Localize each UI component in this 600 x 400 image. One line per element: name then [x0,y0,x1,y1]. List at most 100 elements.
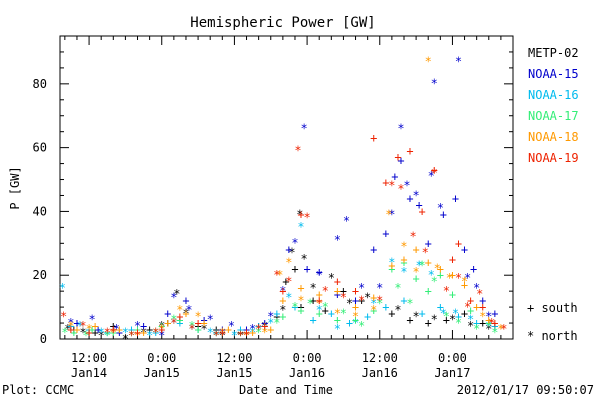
point-north-metp-02: * [79,325,86,339]
point-north-noaa-18: * [243,329,250,343]
point-north-noaa-19: * [397,182,404,196]
point-north-noaa-19: * [237,329,244,343]
point-south-noaa-15: + [452,192,459,206]
point-north-metp-02: * [364,290,371,304]
point-north-noaa-16: * [352,316,359,330]
point-north-noaa-18: * [194,309,201,323]
point-north-metp-02: * [98,329,105,343]
point-north-noaa-19: * [285,274,292,288]
point-north-noaa-15: * [170,290,177,304]
point-north-noaa-16: * [485,319,492,333]
point-north-noaa-15: * [437,201,444,215]
point-south-noaa-15: + [261,316,268,330]
point-south-metp-02: + [322,303,329,317]
point-north-noaa-16: * [122,325,129,339]
point-south-metp-02: + [70,322,77,336]
point-south-noaa-19: + [491,316,498,330]
point-north-noaa-19: * [388,179,395,193]
point-north-noaa-15: * [228,319,235,333]
point-south-noaa-16: + [400,294,407,308]
point-south-noaa-17: + [425,284,432,298]
point-south-noaa-17: + [316,306,323,320]
x-tick-label-time: 0:00 [438,351,467,365]
point-south-noaa-17: + [400,255,407,269]
point-north-noaa-15: * [473,281,480,295]
point-south-noaa-18: + [182,306,189,320]
point-south-noaa-15: + [334,287,341,301]
point-south-noaa-17: + [261,319,268,333]
point-north-noaa-19: * [455,271,462,285]
point-south-noaa-16: + [213,326,220,340]
legend-item-noaa-16: NOAA-16 [528,88,579,102]
point-south-noaa-19: + [243,326,250,340]
legend: METP-02 NOAA-15 NOAA-16 NOAA-17 NOAA-18 NOAA-… [528,46,579,165]
point-south-noaa-15: + [440,208,447,222]
point-south-noaa-16: + [237,322,244,336]
x-axis: 12:00Jan140:00Jan1512:00Jan150:00Jan1612… [64,36,514,380]
point-north-metp-02: * [122,332,129,346]
point-south-noaa-17: + [352,313,359,327]
point-south-noaa-18: + [425,255,432,269]
marker-legend: + south * north [527,301,578,343]
point-north-noaa-18: * [134,329,141,343]
point-south-metp-02: + [134,326,141,340]
point-south-noaa-16: + [455,310,462,324]
point-south-noaa-18: + [225,322,232,336]
legend-item-noaa-15: NOAA-15 [528,67,579,81]
point-south-noaa-18: + [388,259,395,273]
point-north-metp-02: * [261,319,268,333]
point-south-metp-02: + [282,275,289,289]
point-south-noaa-16: + [194,322,201,336]
y-axis: 0 20 40 60 80 [33,35,513,346]
point-north-noaa-19: * [79,319,86,333]
point-north-metp-02: * [279,303,286,317]
point-north-noaa-16: * [207,325,214,339]
plot-credit: Plot: CCMC [2,383,74,397]
point-south-noaa-17: + [158,319,165,333]
marker-legend-south: + south [527,301,578,315]
point-south-noaa-15: + [352,294,359,308]
point-north-noaa-18: * [385,207,392,221]
point-south-noaa-16: + [291,300,298,314]
point-south-noaa-19: + [352,284,359,298]
point-north-noaa-19: * [422,246,429,260]
point-south-noaa-16: + [310,313,317,327]
x-tick-label-date: Jan15 [144,366,180,380]
point-north-noaa-16: * [231,329,238,343]
point-north-noaa-16: * [334,322,341,336]
point-north-noaa-17: * [431,274,438,288]
point-south-noaa-17: + [134,322,141,336]
point-south-noaa-18: + [164,316,171,330]
point-north-noaa-17: * [152,325,159,339]
marker-legend-north: * north [527,329,578,343]
point-north-noaa-15: * [388,207,395,221]
point-south-noaa-17: + [467,303,474,317]
point-north-noaa-17: * [419,258,426,272]
point-north-metp-02: * [412,309,419,323]
point-north-noaa-15: * [455,54,462,68]
point-north-noaa-17: * [273,316,280,330]
point-south-metp-02: + [388,306,395,320]
point-south-noaa-15: + [491,306,498,320]
point-south-noaa-15: + [219,322,226,336]
point-north-noaa-17: * [358,319,365,333]
point-north-metp-02: * [431,313,438,327]
point-north-noaa-19: * [60,309,67,323]
point-south-noaa-19: + [316,294,323,308]
point-south-metp-02: + [461,306,468,320]
point-north-noaa-16: * [297,220,304,234]
point-north-noaa-17: * [340,306,347,320]
point-south-noaa-19: + [110,322,117,336]
legend-item-noaa-18: NOAA-18 [528,130,579,144]
point-north-noaa-19: * [376,294,383,308]
point-north-noaa-16: * [440,306,447,320]
point-north-noaa-15: * [267,309,274,323]
point-south-noaa-15: + [461,243,468,257]
plot-frame [59,35,514,340]
point-north-noaa-18: * [479,309,486,323]
point-north-noaa-16: * [98,325,105,339]
point-south-noaa-19: + [67,322,74,336]
point-north-noaa-17: * [170,313,177,327]
point-north-noaa-15: * [291,236,298,250]
